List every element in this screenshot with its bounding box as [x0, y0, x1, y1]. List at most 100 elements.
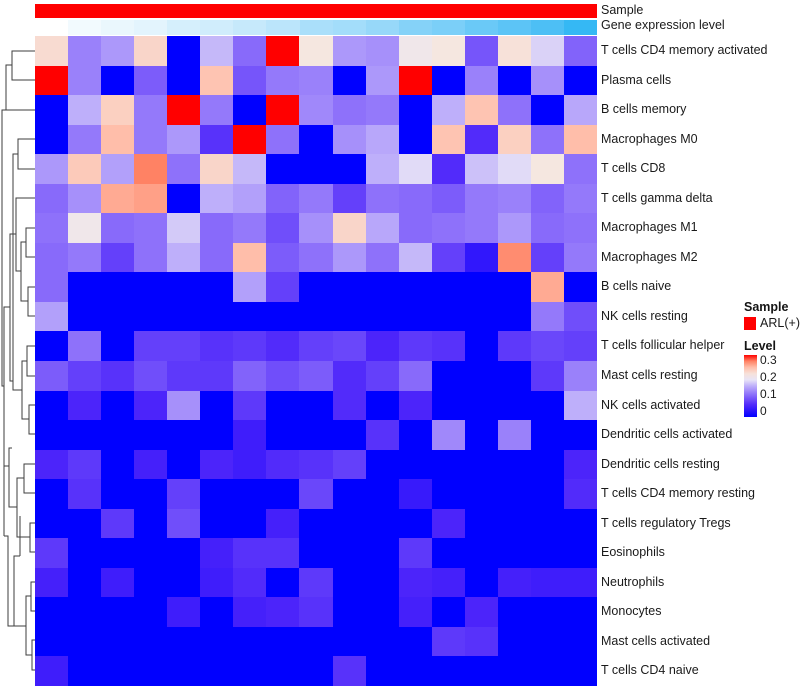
heatmap-cell — [101, 360, 135, 391]
heatmap-cell — [530, 597, 564, 627]
heatmap-cell — [167, 597, 201, 627]
heatmap-cell — [101, 567, 135, 598]
heatmap-cell — [200, 183, 234, 214]
heatmap-cell — [200, 213, 234, 243]
heatmap-cell — [134, 626, 168, 657]
row-label: T cells follicular helper — [601, 338, 725, 353]
annotation-cell-sample — [564, 4, 598, 18]
heatmap-cell — [101, 420, 135, 450]
heatmap-cell — [365, 65, 399, 96]
heatmap-cell — [398, 213, 432, 243]
heatmap-cell — [167, 154, 201, 184]
annotation-cell-sample — [134, 4, 168, 18]
heatmap-cell — [563, 479, 597, 509]
heatmap-cell — [68, 242, 102, 273]
heatmap-cell — [563, 183, 597, 214]
heatmap-cell — [365, 301, 399, 332]
heatmap-cell — [167, 95, 201, 125]
heatmap-cell — [398, 154, 432, 184]
heatmap-cell — [398, 656, 432, 686]
heatmap-cell — [299, 597, 333, 627]
heatmap-cell — [530, 183, 564, 214]
annotation-label-gene-expression: Gene expression level — [601, 18, 725, 32]
heatmap-cell — [134, 479, 168, 509]
heatmap-cell — [563, 95, 597, 125]
heatmap-cell — [68, 124, 102, 155]
legend-level-tick: 0.3 — [760, 353, 777, 367]
heatmap-cell — [332, 360, 366, 391]
heatmap-cell — [398, 242, 432, 273]
heatmap-cell — [530, 331, 564, 361]
row-label: B cells memory — [601, 102, 687, 117]
heatmap-cell — [365, 124, 399, 155]
heatmap-cell — [431, 656, 465, 686]
heatmap-cell — [398, 124, 432, 155]
heatmap-cell — [530, 390, 564, 421]
heatmap-cell — [167, 567, 201, 598]
heatmap-cell — [266, 65, 300, 96]
heatmap-cell — [365, 656, 399, 686]
heatmap-cell — [530, 538, 564, 568]
heatmap-cell — [299, 538, 333, 568]
heatmap-cell — [68, 567, 102, 598]
heatmap-cell — [563, 242, 597, 273]
heatmap-cell — [332, 508, 366, 539]
heatmap-cell — [200, 154, 234, 184]
heatmap-cell — [365, 360, 399, 391]
heatmap-cell — [101, 390, 135, 421]
heatmap-cell — [167, 626, 201, 657]
heatmap-cell — [68, 154, 102, 184]
heatmap-cell — [464, 95, 498, 125]
heatmap-cell — [299, 272, 333, 302]
legend-sample-item: ARL(+) — [744, 316, 800, 330]
heatmap-cell — [68, 65, 102, 96]
heatmap-cell — [464, 479, 498, 509]
heatmap-cell — [35, 272, 69, 302]
heatmap-cell — [167, 183, 201, 214]
heatmap-cell — [167, 272, 201, 302]
legend-sample-title: Sample — [744, 300, 789, 314]
annotation-cell-gene-expression — [266, 20, 300, 35]
heatmap-cell — [266, 567, 300, 598]
heatmap-cell — [134, 213, 168, 243]
heatmap-cell — [431, 331, 465, 361]
heatmap-cell — [497, 508, 531, 539]
heatmap-cell — [398, 420, 432, 450]
heatmap-cell — [332, 65, 366, 96]
heatmap-cell — [563, 124, 597, 155]
heatmap-cell — [398, 597, 432, 627]
heatmap-cell — [365, 213, 399, 243]
heatmap-cell — [464, 183, 498, 214]
heatmap-cell — [101, 479, 135, 509]
heatmap-cell — [365, 567, 399, 598]
heatmap-cell — [134, 360, 168, 391]
heatmap-cell — [35, 567, 69, 598]
heatmap-cell — [299, 95, 333, 125]
heatmap-cell — [134, 36, 168, 66]
heatmap-cell — [68, 360, 102, 391]
heatmap-cell — [101, 213, 135, 243]
heatmap-cell — [101, 449, 135, 480]
heatmap-grid — [35, 36, 597, 686]
heatmap-cell — [266, 272, 300, 302]
heatmap-cell — [167, 508, 201, 539]
heatmap-cell — [167, 360, 201, 391]
heatmap-cell — [497, 626, 531, 657]
heatmap-cell — [134, 420, 168, 450]
annotation-label-sample: Sample — [601, 3, 644, 17]
heatmap-cell — [464, 272, 498, 302]
legend-level-ticks: 0.3 0.2 0.1 0 — [760, 353, 794, 417]
row-label: T cells CD4 naive — [601, 663, 699, 678]
heatmap-cell — [35, 508, 69, 539]
row-label: Dendritic cells resting — [601, 456, 720, 471]
heatmap-cell — [200, 65, 234, 96]
heatmap-cell — [332, 95, 366, 125]
heatmap-cell — [398, 626, 432, 657]
annotation-cell-sample — [233, 4, 267, 18]
heatmap-cell — [167, 65, 201, 96]
heatmap-cell — [134, 65, 168, 96]
annotation-cell-gene-expression — [68, 20, 102, 35]
heatmap-cell — [101, 538, 135, 568]
heatmap-cell — [134, 538, 168, 568]
heatmap-cell — [299, 36, 333, 66]
